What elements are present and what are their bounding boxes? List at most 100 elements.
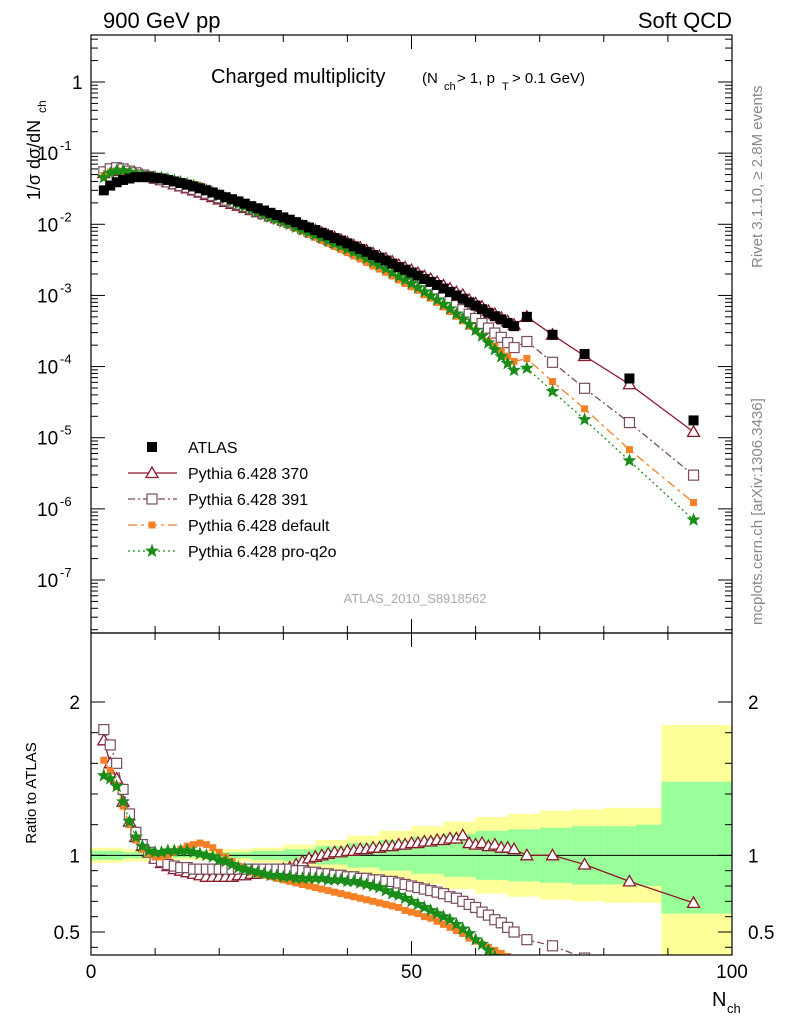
atlas-point: [156, 173, 167, 184]
band-inner-segment: [661, 781, 732, 914]
atlas-point: [175, 178, 186, 189]
y-tick-label-top: 10: [37, 286, 58, 307]
data-point: [545, 384, 560, 398]
ratio-point: [111, 757, 123, 769]
data-point: [417, 284, 432, 298]
data-point: [116, 163, 130, 177]
data-point: [577, 412, 592, 426]
ratio-point: [624, 967, 634, 977]
y-tick-label-top-exp: -4: [60, 352, 72, 367]
ratio-point: [521, 934, 533, 946]
atlas-point: [278, 212, 289, 223]
y-axis-label-top: 1/σ dσ/dN ch: [24, 100, 49, 200]
y-tick-label-bottom-right: 1: [748, 846, 759, 867]
data-point: [363, 258, 371, 266]
ratio-point: [459, 930, 467, 938]
y-tick-label-top-exp: -3: [60, 280, 72, 295]
atlas-point: [444, 286, 455, 297]
data-point: [690, 499, 698, 507]
ratio-point: [128, 829, 143, 843]
y-tick-label-top: 10: [37, 500, 58, 521]
data-point: [350, 252, 358, 260]
ratio-point: [158, 853, 166, 861]
data-point: [462, 317, 477, 331]
data-point: [395, 276, 403, 284]
atlas-point: [297, 219, 308, 230]
ratio-point: [504, 953, 512, 955]
ratio-point: [337, 890, 345, 898]
svg-text:> 1, p: > 1, p: [457, 70, 495, 87]
ratio-point: [103, 771, 118, 785]
ratio-point: [372, 880, 387, 894]
ratio-point: [433, 917, 441, 925]
ratio-point: [382, 900, 390, 908]
atlas-point: [425, 276, 436, 287]
atlas-point: [348, 241, 359, 252]
atlas-point: [252, 203, 263, 214]
ratio-point: [430, 906, 445, 920]
ratio-point: [388, 902, 396, 910]
atlas-point: [323, 230, 334, 241]
bottom-panel-frame: [90, 632, 733, 956]
data-point: [423, 288, 438, 302]
ratio-point: [122, 814, 137, 828]
ratio-point: [395, 903, 403, 911]
data-point: [449, 306, 464, 320]
atlas-point: [412, 270, 423, 281]
ratio-point: [626, 990, 633, 997]
atlas-point: [284, 214, 295, 225]
data-point: [508, 341, 520, 354]
atlas-point: [259, 205, 270, 216]
ratio-point: [410, 897, 425, 911]
bottom-series-layer: [96, 723, 701, 1001]
ratio-point: [690, 994, 697, 1001]
atlas-point: [451, 290, 462, 301]
svg-text:ch: ch: [35, 100, 49, 113]
y-tick-label-top: 10: [37, 215, 58, 236]
data-point: [581, 405, 589, 413]
data-point: [578, 382, 591, 394]
data-point: [546, 356, 559, 368]
ratio-point: [577, 857, 592, 870]
legend-marker: [148, 521, 156, 529]
ratio-point: [404, 893, 419, 908]
data-point: [436, 296, 451, 311]
ratio-point: [622, 874, 637, 887]
atlas-point: [688, 415, 699, 426]
y-tick-label-top-exp: -1: [60, 138, 72, 153]
ratio-point: [98, 723, 110, 736]
data-point: [369, 262, 377, 270]
ratio-point: [324, 887, 332, 895]
atlas-point: [182, 179, 193, 190]
atlas-point: [98, 185, 109, 196]
atlas-point: [547, 329, 558, 340]
legend-marker: [144, 543, 160, 557]
ratio-point: [523, 965, 530, 972]
svg-text:ch: ch: [444, 81, 456, 93]
chart-title: Charged multiplicity: [211, 66, 386, 88]
y-tick-label-top: 10: [37, 358, 58, 379]
ratio-point: [686, 895, 701, 909]
x-tick-label: 100: [716, 962, 748, 983]
ratio-point: [356, 894, 364, 902]
atlas-point: [310, 225, 321, 236]
ratio-point: [511, 956, 518, 963]
ratio-point: [391, 887, 406, 902]
ratio-point: [436, 909, 451, 923]
data-point: [519, 360, 534, 375]
atlas-point: [374, 252, 385, 263]
data-point: [687, 469, 700, 481]
ratio-point: [420, 913, 428, 921]
atlas-point: [291, 217, 302, 228]
atlas-point: [111, 177, 122, 188]
atlas-point: [464, 297, 475, 308]
atlas-point: [227, 194, 238, 205]
ratio-point: [106, 767, 114, 775]
atlas-point: [118, 174, 129, 185]
atlas-point: [194, 183, 205, 194]
ratio-point: [205, 849, 220, 863]
ratio-point: [378, 883, 393, 897]
atlas-point: [406, 267, 417, 278]
atlas-point: [457, 293, 468, 304]
